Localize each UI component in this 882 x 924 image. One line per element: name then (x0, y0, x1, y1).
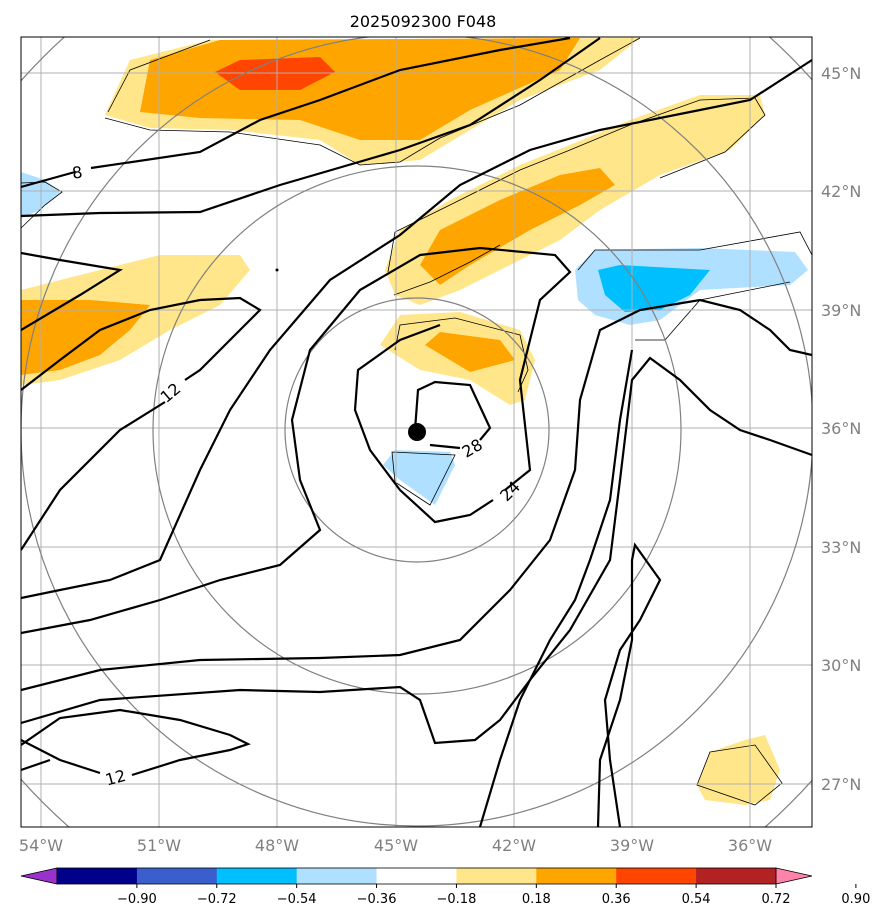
storm-center-marker (408, 423, 426, 441)
x-tick-label: 54°W (19, 836, 63, 855)
field-outlines (21, 37, 812, 806)
x-tick-label: 42°W (492, 836, 536, 855)
positive-field-se (697, 735, 780, 805)
colorbar-segment (456, 868, 537, 884)
y-axis-ticks: 45°N 42°N 39°N 36°N 33°N 30°N 27°N (821, 64, 861, 794)
colorbar-tick-label: −0.54 (277, 892, 317, 907)
colorbar-extend-max (775, 867, 813, 885)
plot-frame (20, 36, 813, 828)
colorbar-tick-label: −0.18 (437, 892, 477, 907)
small-dot (275, 268, 279, 272)
contour-label-24: 24 (496, 477, 524, 505)
shaded-fields (21, 38, 808, 805)
y-tick-label: 27°N (821, 775, 861, 794)
colorbar-segment (536, 868, 617, 884)
colorbar-tick-label: 0.36 (602, 892, 631, 907)
colorbar-extend-min (20, 867, 58, 885)
y-tick-label: 30°N (821, 656, 861, 675)
x-tick-label: 39°W (610, 836, 654, 855)
contour-label-8: 8 (71, 162, 84, 182)
gridlines (21, 37, 812, 827)
colorbar-tick-label: −0.72 (197, 892, 237, 907)
y-tick-label: 33°N (821, 538, 861, 557)
contour-label-12-south: 12 (103, 766, 128, 790)
negative-field-center (383, 450, 455, 505)
colorbar-segment (296, 868, 378, 884)
thick-contours (21, 37, 812, 827)
y-tick-label: 39°N (821, 301, 861, 320)
colorbar-segment (696, 868, 777, 884)
x-tick-label: 51°W (137, 836, 181, 855)
x-tick-label: 48°W (255, 836, 299, 855)
colorbar-tick-label: 0.90 (841, 892, 870, 907)
positive-field-west-core (21, 300, 150, 375)
colorbar: −0.90 −0.72 −0.54 −0.36 −0.18 0.18 0.36 0.54 0.7… (20, 867, 870, 907)
contour-label-12-west: 12 (157, 379, 185, 407)
colorbar-segment (136, 868, 218, 884)
chart-title: 2025092300 F048 (350, 12, 497, 31)
colorbar-segment (616, 868, 697, 884)
positive-field-ne-core (420, 168, 615, 285)
positive-field-center-core (425, 332, 515, 372)
x-tick-label: 36°W (728, 836, 772, 855)
x-axis-ticks: 54°W 51°W 48°W 45°W 42°W 39°W 36°W (19, 836, 772, 855)
colorbar-tick-label: 0.18 (522, 892, 551, 907)
colorbar-segment (376, 868, 457, 884)
y-tick-label: 42°N (821, 182, 861, 201)
colorbar-segment (216, 868, 298, 884)
colorbar-tick-label: 0.54 (682, 892, 711, 907)
colorbar-tick-label: −0.90 (117, 892, 157, 907)
negative-field-east-core (598, 265, 710, 312)
colorbar-tick-label: −0.36 (357, 892, 397, 907)
colorbar-frame (56, 867, 777, 885)
y-tick-label: 36°N (821, 419, 861, 438)
x-tick-label: 45°W (374, 836, 418, 855)
y-tick-label: 45°N (821, 64, 861, 83)
colorbar-tick-label: 0.72 (762, 892, 791, 907)
colorbar-segment (57, 868, 138, 884)
